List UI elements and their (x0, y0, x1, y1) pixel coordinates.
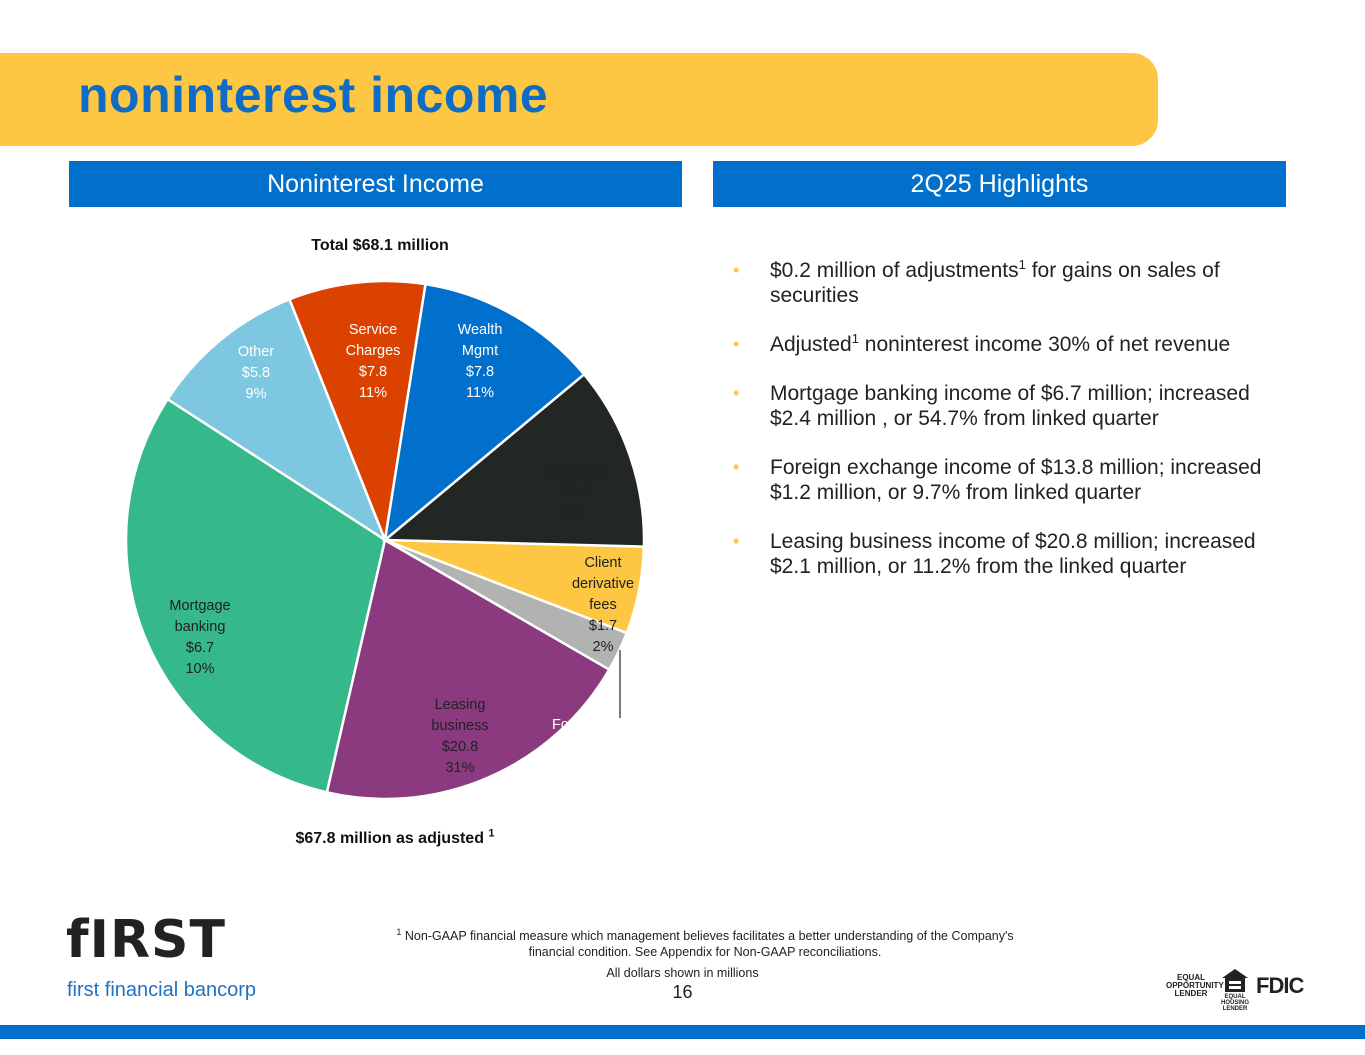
bullet-icon: • (733, 383, 740, 403)
slice-label-pct: 11% (359, 385, 387, 401)
slice-label-pct: 6% (563, 504, 585, 520)
highlights-list: • $0.2 million of adjustments1 for gains … (733, 258, 1278, 603)
slice-label-value-label: $7.8 (358, 364, 388, 380)
slice-label: Mortgage banking $6.7 10% (150, 596, 250, 680)
highlight-item: • Adjusted1 noninterest income 30% of net… (733, 332, 1278, 357)
slice-label-name: Wealth Mgmt (457, 322, 503, 359)
slice-label-name: Service Charges (345, 322, 401, 359)
highlight-text: Foreign exchange income of $13.8 million… (770, 456, 1262, 504)
slice-label-name: Bankcard (543, 462, 605, 478)
slice-label: Service Charges $7.8 11% (338, 320, 408, 404)
slice-label-pct: 31% (445, 760, 475, 776)
pie-slice-other (287, 279, 427, 545)
slice-label: Bankcard $3.7 6% (520, 460, 628, 523)
slice-label: Foreign exchange $13.8 20% (550, 715, 670, 778)
slice-label-name: Leasing business (431, 697, 489, 734)
left-section-header: Noninterest Income (69, 161, 682, 207)
highlight-item: • Mortgage banking income of $6.7 million… (733, 381, 1278, 431)
equal-opportunity-lender-badge: EQUAL OPPORTUNITY LENDER (1166, 973, 1224, 998)
highlight-text: $0.2 million of adjustments (770, 259, 1019, 282)
pie-slice-service-charges (383, 282, 586, 544)
footnote-marker: 1 (396, 926, 402, 937)
slice-label: Client derivative fees $1.7 2% (560, 553, 646, 658)
slice-label-pct: 11% (466, 385, 494, 401)
slice-label-name: Mortgage banking (169, 598, 231, 635)
pie-slice-mortgage-banking (165, 297, 388, 544)
highlight-text-cont: for gains on sales of securities (770, 259, 1220, 307)
footnote-ref: 1 (1018, 257, 1026, 272)
highlight-item: • Leasing business income of $20.8 millio… (733, 529, 1278, 579)
bullet-icon: • (733, 260, 740, 280)
pie-slice-foreign-exchange (325, 538, 611, 801)
pie-slice-leasing-business (124, 397, 387, 794)
adjusted-total: $67.8 million as adjusted (295, 830, 484, 847)
footer-bar (0, 1025, 1365, 1039)
pie-slice-wealth-mgmt (381, 372, 646, 548)
dollars-note: All dollars shown in millions (606, 966, 759, 980)
slice-label-pct: 2% (592, 639, 614, 655)
page-number: 16 (672, 982, 693, 1002)
slice-label-value-label: $7.8 (465, 364, 495, 380)
footnote-ref: 1 (488, 827, 495, 840)
highlight-text: Adjusted (770, 333, 852, 356)
title-banner (0, 53, 1158, 146)
footnote-text: Non-GAAP financial measure which managem… (401, 929, 1014, 959)
slice-label-name: Foreign exchange (551, 717, 669, 733)
highlight-text: Mortgage banking income of $6.7 million;… (770, 382, 1250, 430)
slice-label-value-label: $1.7 (588, 618, 618, 634)
equal-housing-lender-text: EQUAL HOUSING LENDER (1220, 994, 1249, 1012)
slice-label-value-label: $6.7 (185, 640, 215, 656)
slice-label-value-label: $5.8 (241, 365, 271, 381)
slice-label: Leasing business $20.8 31% (405, 695, 515, 779)
slice-label-name: Client derivative fees (571, 555, 635, 613)
highlight-item: • $0.2 million of adjustments1 for gains … (733, 258, 1278, 308)
page-title: noninterest income (78, 67, 549, 123)
fdic-logo: FDIC (1256, 973, 1304, 998)
slice-label: Other $5.8 9% (210, 342, 302, 405)
bullet-icon: • (733, 457, 740, 477)
slice-label-value-label: $3.7 (559, 483, 589, 499)
slice-label-pct: 20% (595, 759, 625, 775)
highlight-text: Leasing business income of $20.8 million… (770, 530, 1256, 578)
bullet-icon: • (733, 334, 740, 354)
slice-label-name: Other (237, 344, 275, 360)
chart-title: Total $68.1 million (311, 237, 449, 254)
footnote: 1 Non-GAAP financial measure which manag… (390, 926, 1020, 960)
first-logo: fIRST (66, 910, 226, 970)
highlight-text-cont: noninterest income 30% of net revenue (858, 333, 1231, 356)
slice-label-pct: 9% (245, 386, 267, 402)
slice-label-value-label: $20.8 (441, 739, 479, 755)
slice-label-pct: 10% (185, 661, 215, 677)
footnote-ref: 1 (851, 331, 859, 346)
logo-name: first financial bancorp (67, 979, 256, 1001)
equal-housing-lender-icon (1222, 969, 1248, 992)
slice-label-value-label: $13.8 (591, 738, 629, 754)
slice-label: Wealth Mgmt $7.8 11% (440, 320, 520, 404)
highlight-item: • Foreign exchange income of $13.8 millio… (733, 455, 1278, 505)
chart-subtitle: $67.8 million as adjusted 1 (230, 827, 560, 848)
bullet-icon: • (733, 531, 740, 551)
right-section-header: 2Q25 Highlights (713, 161, 1286, 207)
